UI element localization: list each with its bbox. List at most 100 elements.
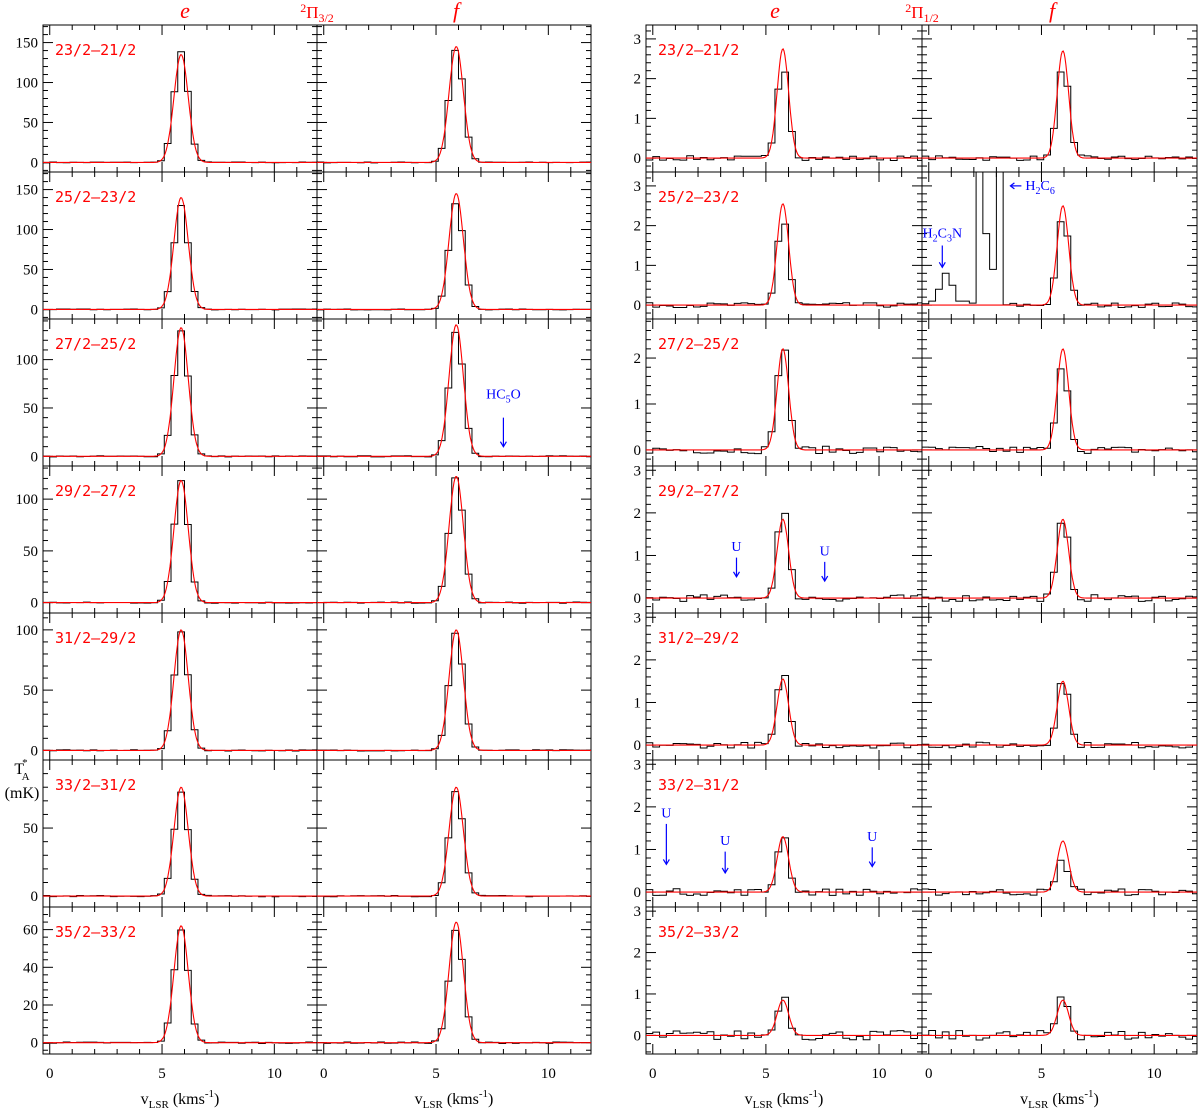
y-axis-title-units: (mK) bbox=[5, 785, 40, 802]
y-tick-label: 0 bbox=[31, 1036, 39, 1052]
transition-label: 25/2–23/2 bbox=[55, 188, 136, 206]
gaussian-fit bbox=[317, 629, 591, 751]
gaussian-fit bbox=[43, 327, 317, 457]
spectrum-histogram bbox=[646, 512, 922, 602]
annotation-text-part: U bbox=[820, 544, 830, 559]
panel-r1-c4 bbox=[921, 24, 1198, 173]
y-tick-label: 0 bbox=[634, 151, 642, 167]
y-tick-label: 0 bbox=[634, 738, 642, 754]
gaussian-fit bbox=[317, 193, 591, 310]
x-axis-title: vLSR (kms-1) bbox=[415, 1088, 494, 1108]
annotation-label: U bbox=[661, 807, 671, 822]
y-tick-label: 50 bbox=[23, 262, 38, 278]
x-tick-label: 0 bbox=[925, 1066, 933, 1082]
column-header-4: f bbox=[1049, 0, 1058, 23]
x-axis-title-close: ) bbox=[214, 1091, 219, 1108]
spectrum-histogram bbox=[646, 675, 922, 749]
x-tick-label: 0 bbox=[46, 1066, 54, 1082]
annotation-arrowhead bbox=[868, 861, 876, 868]
x-axis-title-units: (kms bbox=[169, 1091, 205, 1108]
gaussian-fit bbox=[646, 999, 922, 1036]
annotation-text-part: U bbox=[661, 807, 671, 822]
gaussian-fit bbox=[922, 50, 1197, 159]
panel-frame bbox=[921, 612, 1198, 761]
y-axis-title-star: * bbox=[22, 757, 28, 769]
x-axis-title-sub: LSR bbox=[149, 1099, 170, 1108]
spectrum-histogram bbox=[317, 49, 591, 164]
gaussian-fit bbox=[317, 476, 591, 604]
y-tick-label: 2 bbox=[634, 653, 642, 669]
annotation-text-part: C bbox=[1041, 179, 1050, 194]
panel-r6-c2 bbox=[316, 759, 592, 908]
annotation-8: U bbox=[867, 830, 877, 868]
y-tick-label: 150 bbox=[16, 183, 39, 199]
panel-r5-c2 bbox=[316, 612, 592, 761]
annotation-text-part: U bbox=[731, 540, 741, 555]
spectrum-histogram bbox=[922, 71, 1197, 161]
annotation-arrowhead bbox=[732, 571, 741, 578]
x-axis-title-v: v bbox=[415, 1091, 423, 1108]
x-tick-label: 0 bbox=[320, 1066, 328, 1082]
annotation-text-part: 3 bbox=[947, 234, 952, 245]
gaussian-fit bbox=[43, 629, 317, 751]
panel-r1-c3: 0 1 2 3 23/2–21/2 bbox=[634, 24, 923, 173]
y-tick-label: 2 bbox=[634, 72, 642, 88]
panel-r7-c2 bbox=[316, 906, 592, 1055]
group-header-2: 2Π1/2 bbox=[905, 1, 939, 25]
annotation-label: U bbox=[820, 544, 830, 559]
panel-r6-c3: 0 1 2 3 33/2–31/2 bbox=[634, 757, 923, 908]
column-header-3: e bbox=[770, 0, 780, 23]
annotation-label: U bbox=[720, 834, 730, 849]
gaussian-fit bbox=[922, 518, 1197, 599]
y-tick-label: 50 bbox=[23, 544, 38, 560]
spectrum-histogram bbox=[43, 791, 317, 898]
x-tick-label: 5 bbox=[158, 1066, 166, 1082]
panel-frame bbox=[921, 465, 1198, 614]
y-tick-label: 3 bbox=[634, 179, 642, 195]
gaussian-fit bbox=[922, 205, 1197, 306]
y-tick-label: 1 bbox=[634, 548, 642, 564]
gaussian-fit bbox=[922, 348, 1197, 451]
y-tick-label: 2 bbox=[634, 219, 642, 235]
gaussian-fit bbox=[646, 348, 922, 451]
annotation-1: HC5O bbox=[486, 387, 521, 448]
gaussian-fit bbox=[922, 840, 1197, 893]
y-tick-label: 50 bbox=[23, 401, 38, 417]
panel-r5-c1: 0 50 100 31/2–29/2 bbox=[16, 612, 318, 761]
x-axis-title-units: (kms bbox=[443, 1091, 479, 1108]
y-tick-label: 2 bbox=[634, 506, 642, 522]
gaussian-fit bbox=[317, 324, 591, 457]
y-axis-title-t: T bbox=[14, 761, 24, 778]
annotation-label: U bbox=[731, 540, 741, 555]
panel-r7-c4 bbox=[921, 906, 1198, 1055]
annotation-arrowhead bbox=[821, 575, 829, 583]
annotation-label: H2C3N bbox=[922, 227, 962, 245]
y-tick-label: 1 bbox=[634, 397, 642, 413]
panel-r3-c4 bbox=[921, 318, 1198, 467]
column-header-2: f bbox=[453, 0, 462, 23]
spectrum-histogram bbox=[317, 331, 591, 458]
annotation-arrowhead bbox=[1009, 182, 1015, 190]
gaussian-fit bbox=[43, 479, 317, 604]
gaussian-fit bbox=[646, 518, 922, 599]
gaussian-fit bbox=[43, 786, 317, 897]
y-tick-label: 1 bbox=[634, 258, 642, 274]
annotation-3: H2C6 bbox=[1009, 179, 1055, 197]
x-axis-title-close: ) bbox=[818, 1091, 823, 1108]
panel-r4-c1: 0 50 100 29/2–27/2 bbox=[16, 465, 318, 614]
transition-label: 35/2–33/2 bbox=[658, 923, 739, 941]
y-tick-label: 100 bbox=[16, 223, 39, 239]
x-tick-label: 0 bbox=[649, 1066, 657, 1082]
x-axis-title-v: v bbox=[141, 1091, 149, 1108]
transition-label: 35/2–33/2 bbox=[55, 923, 136, 941]
y-tick-label: 0 bbox=[31, 155, 39, 171]
y-tick-label: 0 bbox=[31, 596, 39, 612]
y-tick-label: 0 bbox=[31, 743, 39, 759]
x-tick-label: 5 bbox=[762, 1066, 770, 1082]
y-tick-label: 0 bbox=[31, 449, 39, 465]
annotation-text-part: U bbox=[867, 830, 877, 845]
spectrum-histogram bbox=[922, 171, 1197, 308]
annotation-text-part: 2 bbox=[933, 234, 938, 245]
y-tick-label: 3 bbox=[634, 610, 642, 626]
